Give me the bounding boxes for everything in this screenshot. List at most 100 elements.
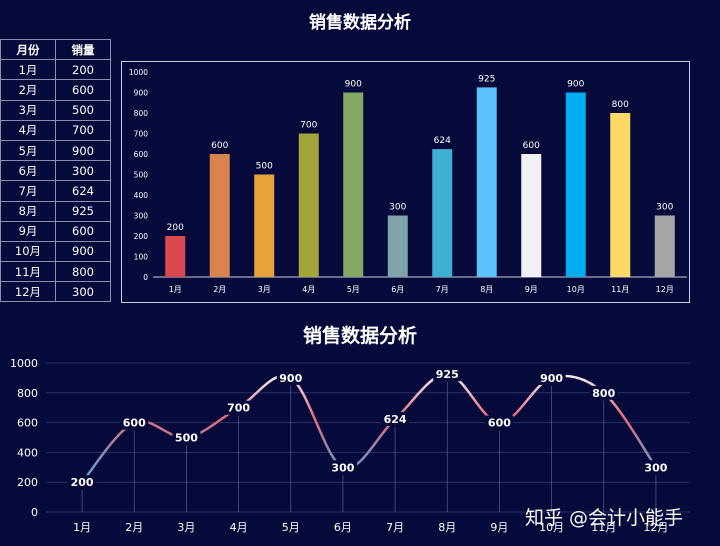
bar-x-tick-label: 3月 [258,285,271,294]
bar [610,113,631,277]
bar-x-tick-label: 12月 [656,285,674,294]
table-row: 6月 300 [0,160,111,182]
bar-x-tick-label: 11月 [611,285,629,294]
bar [343,92,364,277]
line-data-label: 925 [436,368,459,381]
cell-month: 7月 [0,180,56,202]
bar-data-label: 925 [478,74,495,84]
bar-y-tick-label: 500 [134,171,149,180]
line-series [81,372,657,484]
bar-y-tick-label: 0 [143,273,148,282]
table-row: 9月 600 [0,220,111,242]
table-row: 12月 300 [0,281,111,303]
line-label-bg [485,415,514,430]
line-label-bg [276,370,305,385]
bar-data-label: 500 [256,162,273,172]
line-x-tick-label: 6月 [334,521,352,534]
bar [565,92,586,277]
bar-x-tick-label: 1月 [169,285,182,294]
line-label-bg [120,415,149,430]
line-x-tick-label: 1月 [73,521,91,534]
bar-y-tick-label: 1000 [129,68,148,77]
bar-y-tick-label: 100 [134,253,149,262]
line-x-tick-label: 5月 [282,521,300,534]
line-y-tick-label: 600 [17,417,38,430]
table-row: 8月 925 [0,200,111,222]
line-x-tick-label: 2月 [125,521,143,534]
bar-y-tick-label: 200 [134,232,149,241]
line-x-tick-label: 12月 [643,521,668,534]
table-row: 2月 600 [0,79,111,101]
bar [654,215,675,277]
bar-data-label: 900 [345,80,362,90]
line-x-tick-label: 11月 [591,521,616,534]
table-row: 5月 900 [0,139,111,162]
line-data-label: 700 [227,402,250,415]
bar-data-label: 900 [567,80,584,90]
line-x-tick-label: 4月 [230,521,248,534]
line-label-bg [589,385,618,400]
bar-x-tick-label: 6月 [391,285,404,294]
line-data-label: 200 [71,476,94,489]
bar-data-label: 624 [434,136,451,146]
bar-x-tick-label: 9月 [525,285,538,294]
bar [165,236,186,277]
chart-title-line: 销售数据分析 [302,325,417,347]
line-data-label: 900 [540,372,563,385]
cell-sales: 600 [55,79,111,101]
cell-sales: 300 [55,281,111,303]
line-y-tick-label: 200 [17,476,38,489]
bar-y-tick-label: 400 [134,191,149,200]
line-y-tick-label: 800 [17,387,38,400]
line-label-bg [172,430,201,445]
cell-sales: 600 [55,220,111,242]
watermark: 知乎 @会计小能手 [525,507,684,529]
line-data-label: 600 [123,417,146,430]
cell-month: 11月 [0,261,56,283]
cell-sales: 800 [55,261,111,283]
line-y-tick-label: 0 [31,506,38,519]
table-row: 11月 800 [0,261,111,283]
line-data-label: 300 [331,461,354,474]
bar-data-label: 600 [523,141,540,151]
line-x-tick-label: 9月 [490,521,508,534]
bar-data-label: 800 [612,100,629,110]
bar-x-tick-label: 2月 [213,285,226,294]
bar-data-label: 300 [656,203,673,213]
bar-data-label: 200 [167,223,184,233]
line-y-tick-label: 400 [17,446,38,459]
line-data-label: 500 [175,432,198,445]
bar-x-tick-label: 4月 [302,285,315,294]
line-x-tick-label: 7月 [386,521,404,534]
header-sales: 销量 [55,38,111,61]
line-x-tick-label: 3月 [177,521,195,534]
bar [298,133,319,277]
line-label-bg [641,460,670,475]
bar-y-tick-label: 800 [134,109,149,118]
bar-y-tick-label: 900 [134,89,149,98]
sales-table: 月份 销量 1月 200 2月 600 3月 500 4月 700 5月 900 6月 300 7月 624… [0,38,111,303]
table-body: 1月 200 2月 600 3月 500 4月 700 5月 900 6月 300 7月 624 8月 925… [0,59,111,303]
bar [432,149,453,277]
bar [387,215,408,277]
bar [209,154,230,277]
bar-y-tick-label: 300 [134,212,149,221]
bar-chart-frame [121,61,690,303]
line-data-label: 300 [644,461,667,474]
bar-data-label: 600 [211,141,228,151]
bar [521,154,542,277]
line-x-tick-label: 8月 [438,521,456,534]
bar-y-tick-label: 700 [134,130,149,139]
cell-month: 12月 [0,281,56,303]
line-y-tick-label: 1000 [10,357,38,370]
table-header-row: 月份 销量 [0,38,111,61]
bar [254,174,275,277]
line-label-bg [328,460,357,475]
bar [476,87,497,277]
bar-data-label: 700 [300,121,317,131]
line-data-label: 800 [592,387,615,400]
cell-sales: 500 [55,99,111,121]
line-label-bg [381,412,410,427]
